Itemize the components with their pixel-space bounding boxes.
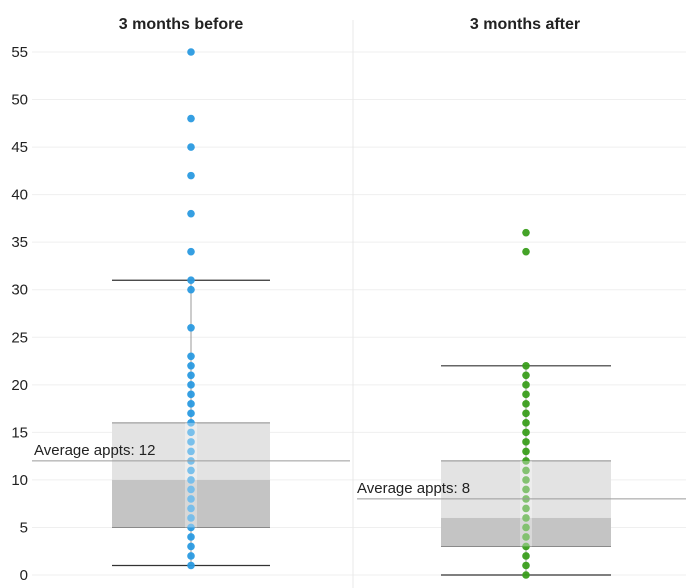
data-point xyxy=(187,362,195,370)
y-tick-label: 40 xyxy=(11,187,28,204)
data-point xyxy=(187,323,195,332)
data-point xyxy=(187,381,195,389)
data-point xyxy=(522,390,530,399)
data-point xyxy=(522,533,530,541)
y-tick-label: 55 xyxy=(11,44,28,61)
data-point xyxy=(522,466,530,475)
data-point xyxy=(187,438,195,446)
y-tick-label: 45 xyxy=(11,139,28,156)
panel-title: 3 months after xyxy=(470,16,580,33)
data-point xyxy=(522,419,530,427)
y-tick-label: 5 xyxy=(20,519,28,536)
y-tick-label: 30 xyxy=(11,282,28,299)
data-point xyxy=(187,561,195,570)
data-point xyxy=(522,400,530,408)
data-point xyxy=(522,428,530,437)
data-point xyxy=(187,533,195,541)
data-point xyxy=(522,228,530,237)
data-point xyxy=(522,247,530,256)
data-point xyxy=(522,362,530,370)
data-point xyxy=(187,552,195,560)
data-point xyxy=(522,381,530,389)
data-point xyxy=(187,285,195,294)
y-tick-label: 15 xyxy=(11,424,28,441)
data-point xyxy=(187,371,195,380)
data-point xyxy=(522,409,530,418)
y-tick-label: 0 xyxy=(20,567,28,584)
data-point xyxy=(187,447,195,456)
data-point xyxy=(522,457,530,465)
data-point xyxy=(187,523,195,532)
average-label: Average appts: 8 xyxy=(357,480,470,497)
y-tick-label: 35 xyxy=(11,234,28,251)
y-tick-label: 20 xyxy=(11,377,28,394)
data-point xyxy=(187,419,195,427)
data-point xyxy=(187,247,195,256)
y-tick-label: 10 xyxy=(11,472,28,489)
data-point xyxy=(187,209,195,218)
data-point xyxy=(187,48,195,56)
data-point xyxy=(522,476,530,484)
panel-title: 3 months before xyxy=(119,16,244,33)
data-point xyxy=(187,428,195,437)
data-point xyxy=(522,447,530,456)
y-tick-label: 25 xyxy=(11,329,28,346)
data-point xyxy=(522,571,530,579)
data-point xyxy=(187,466,195,475)
box-lower-quartile xyxy=(441,517,611,547)
data-point xyxy=(187,352,195,361)
data-point xyxy=(187,390,195,399)
data-point xyxy=(522,561,530,570)
data-point xyxy=(187,542,195,551)
box-overlay xyxy=(520,460,532,547)
data-point xyxy=(522,552,530,560)
data-point xyxy=(522,542,530,551)
data-point xyxy=(187,485,195,494)
data-point xyxy=(187,504,195,513)
data-point xyxy=(187,276,195,285)
data-point xyxy=(187,514,195,522)
box-overlay xyxy=(185,422,197,528)
data-point xyxy=(187,409,195,418)
data-point xyxy=(187,495,195,503)
data-point xyxy=(187,114,195,123)
data-point xyxy=(187,143,195,151)
data-point xyxy=(187,171,195,180)
data-point xyxy=(522,371,530,380)
y-tick-label: 50 xyxy=(11,92,28,109)
data-point xyxy=(522,523,530,532)
data-point xyxy=(522,504,530,513)
data-point xyxy=(522,514,530,522)
average-label: Average appts: 12 xyxy=(34,442,155,459)
data-point xyxy=(522,485,530,494)
data-point xyxy=(187,476,195,484)
data-point xyxy=(187,400,195,408)
data-point xyxy=(522,438,530,446)
